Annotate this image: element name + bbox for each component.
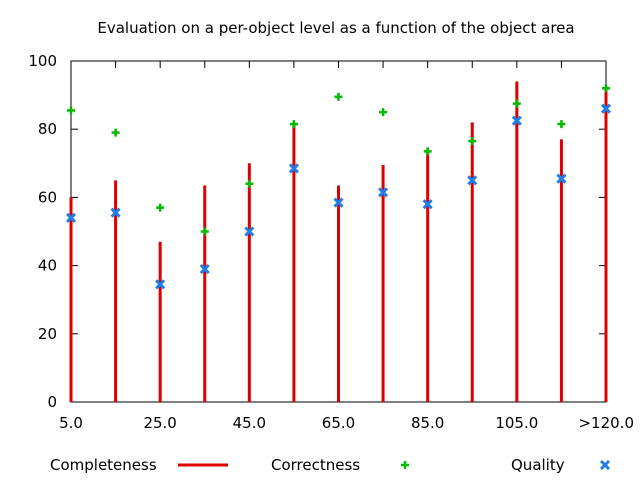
quality-point	[378, 187, 389, 198]
x-tick-label: 5.0	[59, 414, 83, 432]
correctness-point	[379, 108, 388, 117]
markers	[65, 84, 612, 290]
correctness-point	[289, 120, 298, 129]
quality-point	[65, 212, 77, 223]
y-tick-label: 100	[28, 52, 57, 70]
chart-title: Evaluation on a per-object level as a fu…	[97, 19, 574, 37]
legend-label-completeness: Completeness	[50, 456, 157, 474]
correctness-point	[67, 106, 75, 115]
legend-label-correctness: Correctness	[271, 456, 360, 474]
completeness-bars	[69, 81, 608, 402]
quality-point	[244, 226, 255, 237]
legend-label-quality: Quality	[511, 456, 565, 474]
quality-point	[556, 173, 567, 184]
correctness-point	[423, 147, 432, 156]
y-tick-label: 0	[47, 393, 57, 411]
quality-point	[199, 263, 210, 275]
y-tick-label: 60	[38, 188, 57, 206]
quality-point	[155, 279, 166, 290]
legend-swatch-correctness	[401, 461, 409, 469]
correctness-point	[468, 137, 477, 146]
ticks: 0 20 40 60 80 100 5.0 25.0 45.0 65.0 85.0 105.0 >120…	[28, 52, 634, 432]
correctness-point	[557, 120, 566, 129]
correctness-point	[111, 128, 120, 137]
correctness-point	[245, 179, 254, 188]
correctness-point	[156, 203, 165, 212]
y-tick-label: 20	[38, 325, 57, 343]
correctness-point	[602, 84, 610, 93]
quality-point	[422, 199, 433, 210]
y-tick-label: 80	[38, 120, 57, 138]
quality-point	[110, 207, 121, 218]
quality-point	[333, 197, 344, 208]
quality-point	[511, 115, 522, 126]
x-tick-label: >120.0	[578, 414, 634, 432]
correctness-point	[334, 92, 343, 101]
x-tick-label: 85.0	[411, 414, 444, 432]
legend: Completeness Correctness Quality	[50, 456, 611, 474]
quality-point	[467, 175, 478, 186]
quality-point	[600, 103, 612, 114]
x-tick-label: 65.0	[322, 414, 355, 432]
quality-point	[288, 163, 299, 174]
legend-swatch-quality	[599, 459, 611, 471]
correctness-point	[200, 227, 209, 236]
x-tick-label: 105.0	[495, 414, 538, 432]
y-tick-label: 40	[38, 257, 57, 275]
x-tick-label: 25.0	[143, 414, 176, 432]
x-tick-label: 45.0	[233, 414, 266, 432]
correctness-point	[512, 99, 521, 108]
